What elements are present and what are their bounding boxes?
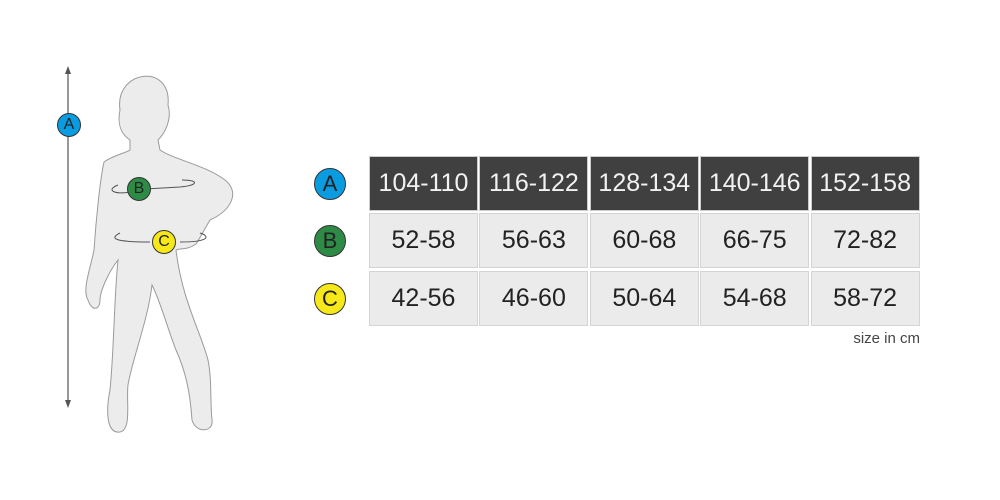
table-cell: 50-64 — [589, 271, 699, 326]
table-cell: 116-122 — [479, 156, 589, 211]
figure-badge-a: A — [57, 113, 81, 137]
unit-note: size in cm — [853, 330, 920, 347]
measure-line-b — [111, 179, 195, 194]
table-cell: 66-75 — [700, 213, 810, 268]
figure-badge-b: B — [127, 177, 151, 201]
child-silhouette-figure — [65, 66, 234, 433]
table-cell: 56-63 — [479, 213, 589, 268]
table-cell: 104-110 — [369, 156, 478, 211]
table-cell: 46-60 — [479, 271, 589, 326]
table-cell: 60-68 — [589, 213, 699, 268]
arrow-down-icon — [65, 400, 71, 408]
arrow-up-icon — [65, 66, 71, 74]
table-cell: 58-72 — [810, 271, 920, 326]
table-cell: 140-146 — [700, 156, 810, 211]
table-cell: 42-56 — [369, 271, 478, 326]
row-badge-c: C — [314, 283, 346, 315]
table-cell: 128-134 — [589, 156, 699, 211]
table-cell: 54-68 — [700, 271, 810, 326]
child-silhouette — [85, 75, 234, 433]
measure-line-c — [114, 232, 207, 243]
row-badge-b: B — [314, 225, 346, 257]
table-cell: 72-82 — [810, 213, 920, 268]
figure-badge-c: C — [152, 230, 176, 254]
table-cell: 152-158 — [810, 156, 920, 211]
table-cell: 52-58 — [369, 213, 478, 268]
row-badge-a: A — [314, 168, 346, 200]
